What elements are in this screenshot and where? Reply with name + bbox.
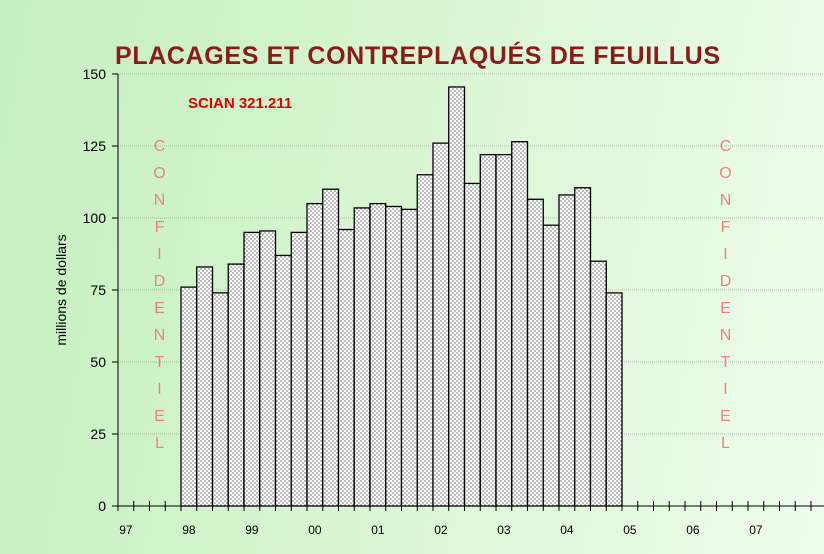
x-tick-label: 04 — [560, 523, 574, 537]
subtitle: SCIAN 321.211 — [188, 95, 292, 112]
y-tick-label: 125 — [83, 138, 107, 154]
x-tick-label: 06 — [686, 523, 700, 537]
y-tick-label: 150 — [83, 66, 107, 82]
bar — [290, 231, 308, 507]
annotation: CONFIDENTIEL — [717, 138, 734, 462]
bar — [416, 174, 434, 507]
bar — [259, 230, 277, 507]
bar — [495, 153, 513, 507]
bar — [322, 188, 340, 507]
bar — [243, 231, 261, 507]
bar — [511, 141, 529, 507]
bar — [274, 254, 292, 507]
x-tick-label: 99 — [245, 523, 259, 537]
y-tick-label: 25 — [90, 426, 106, 442]
x-tick-label: 05 — [623, 523, 637, 537]
bar — [337, 228, 355, 507]
bar — [542, 224, 560, 507]
bar — [463, 182, 481, 507]
bar — [526, 198, 544, 507]
x-tick-label: 01 — [371, 523, 385, 537]
bar — [574, 187, 592, 507]
bar — [605, 292, 623, 507]
bar — [227, 263, 245, 507]
bar — [211, 292, 229, 507]
bar — [558, 194, 576, 507]
bar — [400, 208, 418, 507]
bar — [369, 202, 387, 507]
bar — [432, 142, 450, 507]
x-tick-label: 98 — [182, 523, 196, 537]
bar — [180, 286, 198, 507]
y-tick-label: 0 — [98, 498, 106, 514]
x-tick-label: 00 — [308, 523, 322, 537]
y-tick-label: 100 — [83, 210, 107, 226]
x-tick-label: 07 — [749, 523, 763, 537]
x-tick-label: 03 — [497, 523, 511, 537]
y-tick-label: 50 — [90, 354, 106, 370]
bar — [196, 266, 214, 507]
bar — [385, 205, 403, 507]
bar — [589, 260, 607, 507]
bar — [353, 207, 371, 507]
x-tick-label: 97 — [119, 523, 133, 537]
bar — [306, 202, 324, 507]
y-axis-label: millions de dollars — [53, 234, 69, 345]
bar — [479, 153, 497, 507]
y-tick-label: 75 — [90, 282, 106, 298]
bar — [448, 86, 466, 507]
annotation: CONFIDENTIEL — [151, 138, 168, 462]
x-tick-label: 02 — [434, 523, 448, 537]
chart-title: PLACAGES ET CONTREPLAQUÉS DE FEUILLUS — [115, 41, 720, 70]
